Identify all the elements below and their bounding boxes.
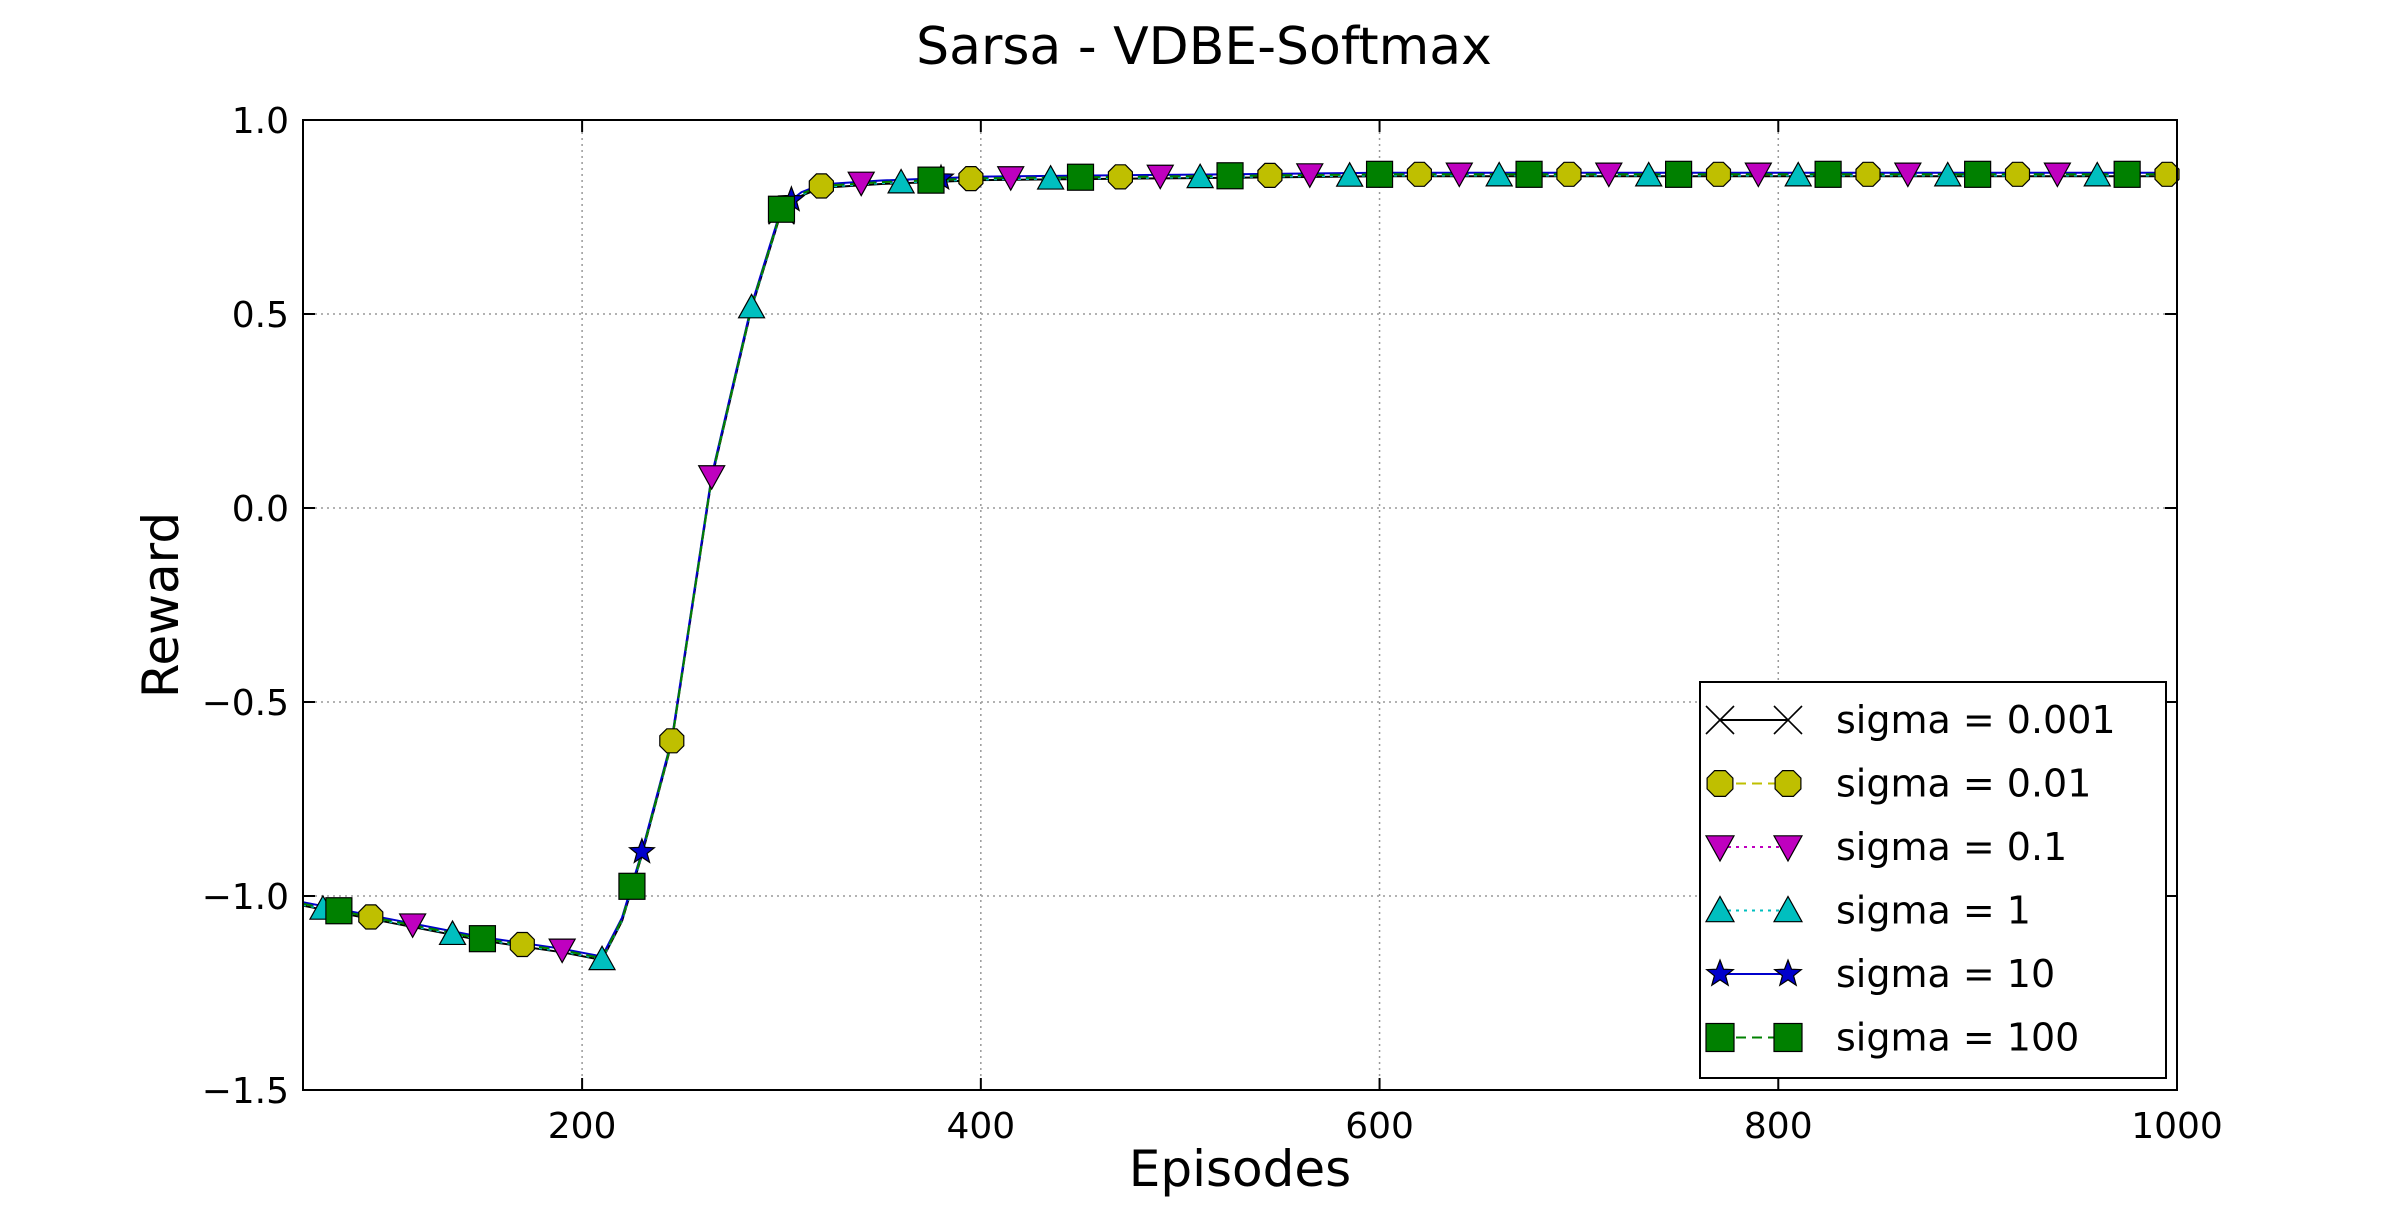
legend-label: sigma = 100 (1836, 1016, 2079, 1060)
legend-marker (1705, 958, 1735, 987)
data-point (2154, 161, 2180, 187)
data-point (887, 168, 916, 194)
data-point (2043, 162, 2072, 188)
legend-marker (1773, 958, 1803, 987)
legend-marker (1773, 1022, 1803, 1053)
data-point (1406, 161, 1433, 187)
x-tick-label: 200 (548, 1106, 617, 1147)
data-point (1186, 162, 1215, 189)
data-point (1855, 161, 1881, 187)
data-point (1933, 161, 1962, 187)
legend-label: sigma = 0.1 (1836, 825, 2067, 869)
legend-marker (1774, 769, 1802, 798)
legend-label: sigma = 0.01 (1836, 762, 2091, 806)
legend-marker (1704, 895, 1736, 923)
data-point (1216, 162, 1244, 190)
data-point (659, 728, 685, 754)
data-point (1257, 162, 1283, 188)
y-axis-title: Reward (132, 512, 190, 698)
x-tick-label: 800 (1744, 1106, 1813, 1147)
data-point (1964, 160, 1992, 188)
data-point (1893, 162, 1922, 188)
y-tick-label: 0.0 (232, 489, 289, 530)
x-tick-label: 1000 (2131, 1106, 2223, 1147)
data-point (627, 837, 656, 864)
y-tick-label: −1.5 (202, 1071, 289, 1112)
data-point (1784, 161, 1813, 187)
data-point (509, 931, 535, 958)
legend-marker (1773, 705, 1803, 735)
data-point (1705, 161, 1732, 187)
legend-label: sigma = 0.001 (1836, 698, 2116, 742)
legend-marker (1705, 705, 1735, 735)
data-point (697, 465, 726, 491)
data-point (996, 166, 1025, 192)
data-point (737, 293, 766, 319)
x-tick-label: 400 (946, 1106, 1015, 1147)
data-point (2113, 160, 2141, 188)
data-point (358, 904, 384, 930)
legend-label: sigma = 10 (1836, 952, 2055, 996)
data-point (1295, 163, 1324, 189)
data-point (1515, 160, 1543, 188)
legend-marker (1704, 835, 1736, 863)
data-point (1485, 161, 1514, 187)
data-point (618, 872, 646, 900)
y-tick-label: −0.5 (202, 683, 289, 724)
data-point (917, 166, 945, 194)
y-tick-label: 1.0 (232, 101, 289, 142)
data-point (1594, 162, 1623, 188)
legend-marker (1772, 895, 1804, 923)
y-tick-label: −1.0 (202, 877, 289, 918)
axis-ticks: 200 400 600 800 1000 −1.5 −1.0 −0.5 0.0 0.5 1.0 (202, 101, 2223, 1147)
data-point (588, 945, 617, 971)
chart-title: Sarsa - VDBE-Softmax (916, 17, 1492, 77)
data-point (1335, 161, 1364, 187)
data-point (1066, 163, 1095, 191)
legend-marker (1705, 1022, 1735, 1053)
series-markers (308, 160, 2180, 971)
data-point (1445, 162, 1474, 188)
data-point (1634, 161, 1663, 187)
legend: sigma = 0.001 sigma = 0.01 sigma = 0.1 sigm… (1699, 681, 2167, 1079)
data-point (1556, 161, 1582, 187)
data-point (1744, 162, 1773, 188)
data-point (1664, 160, 1693, 188)
data-point (438, 919, 467, 946)
data-point (398, 913, 427, 939)
data-point (847, 171, 876, 197)
data-point (2083, 161, 2112, 187)
data-point (1365, 160, 1394, 188)
data-point (1814, 160, 1842, 188)
legend-marker (1772, 835, 1804, 863)
data-point (767, 195, 796, 223)
legend-marker (1706, 769, 1734, 798)
legend-label: sigma = 1 (1836, 889, 2031, 933)
data-point (325, 897, 353, 925)
plot-frame (302, 119, 2178, 1091)
y-tick-label: 0.5 (232, 295, 289, 336)
data-point (548, 938, 577, 964)
data-point (1036, 164, 1065, 190)
x-tick-label: 600 (1345, 1106, 1414, 1147)
data-point (958, 166, 984, 192)
data-point (1146, 164, 1175, 190)
x-axis-title: Episodes (1129, 1140, 1351, 1198)
data-point (808, 173, 835, 199)
data-point (468, 925, 497, 953)
data-point (1107, 164, 1134, 190)
data-point (2004, 161, 2031, 187)
legend-box (1699, 681, 2167, 1079)
